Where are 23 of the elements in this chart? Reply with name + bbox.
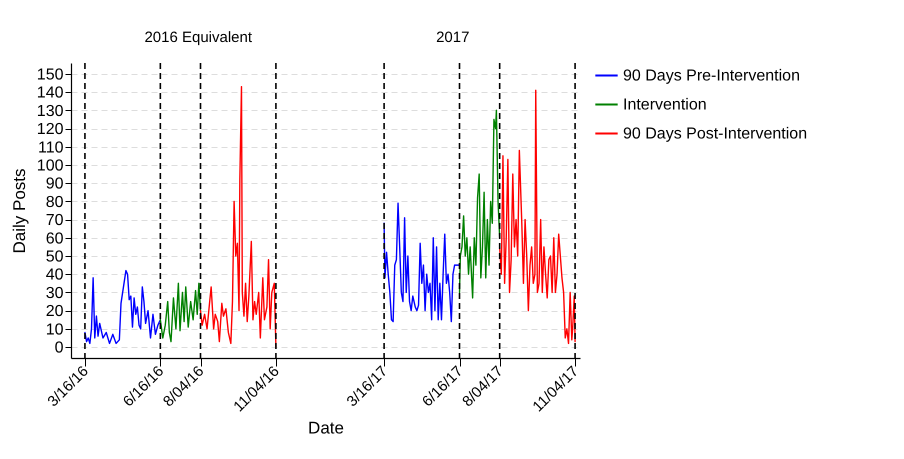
y-tick-label: 120 (36, 121, 64, 138)
y-tick-label: 110 (38, 139, 64, 156)
y-tick-label: 130 (36, 102, 64, 120)
text: 2017 (436, 29, 470, 46)
y-tick-label: 50 (46, 248, 64, 266)
x-axis-title: Date (308, 418, 344, 438)
y-tick-label: 10 (46, 321, 64, 338)
y-tick-label: 20 (46, 303, 64, 320)
legend-label: 90 Days Post-Intervention (623, 126, 808, 142)
y-tick-label: 140 (36, 84, 64, 102)
y-tick-label: 100 (36, 157, 64, 174)
y-tick-label: 70 (46, 212, 64, 230)
legend-label: 90 Days Pre-Intervention (623, 68, 800, 84)
legend-label: Intervention (623, 96, 707, 114)
y-tick-label: 40 (46, 266, 64, 284)
y-axis-title: Daily Posts (10, 168, 29, 254)
y-tick-label: 90 (46, 176, 64, 193)
y-tick-label: 30 (46, 284, 64, 302)
y-tick-label: 60 (46, 230, 64, 248)
text: 2016 Equivalent (144, 29, 253, 46)
y-tick-label: 0 (54, 340, 64, 357)
y-tick-label: 150 (36, 66, 64, 84)
y-tick-label: 80 (46, 194, 64, 211)
